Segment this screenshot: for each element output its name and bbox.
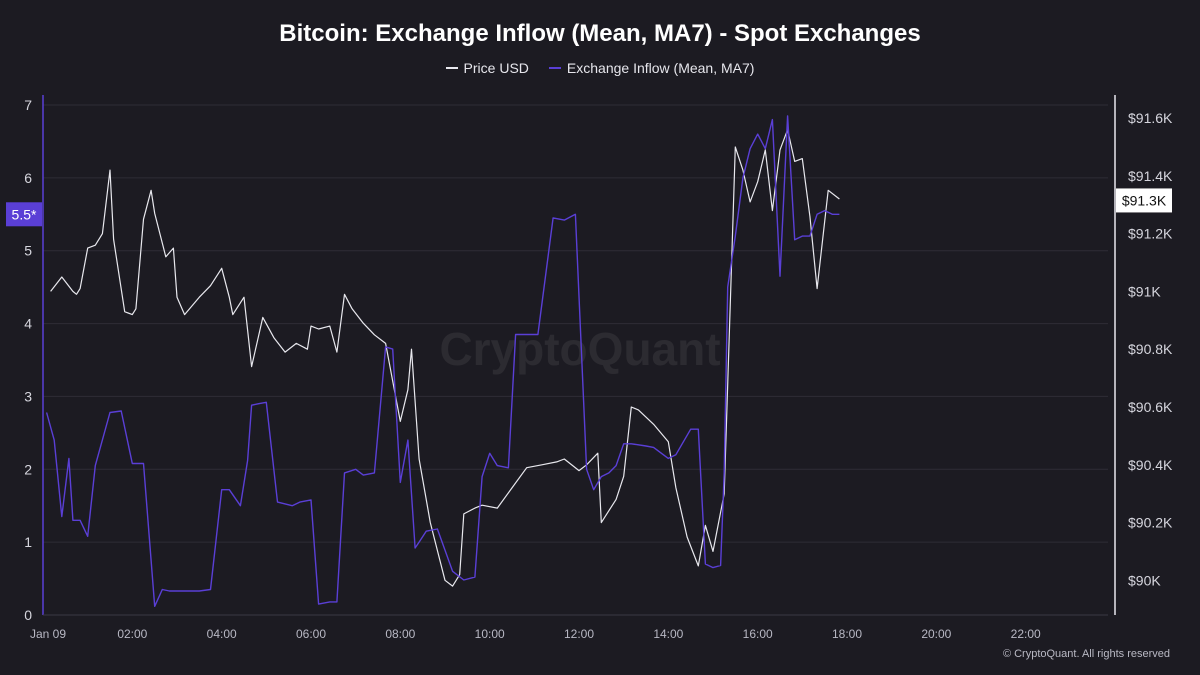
x-tick-label: Jan 09 bbox=[30, 627, 66, 641]
legend-item-inflow[interactable]: Exchange Inflow (Mean, MA7) bbox=[548, 60, 755, 76]
right-tick-label: $90K bbox=[1128, 572, 1161, 588]
x-tick-label: 22:00 bbox=[1011, 627, 1041, 641]
right-value-marker bbox=[1116, 188, 1172, 213]
right-value-marker-label: $91.3K bbox=[1122, 192, 1167, 208]
right-tick-label: $91.4K bbox=[1128, 168, 1173, 184]
x-tick-label: 18:00 bbox=[832, 627, 862, 641]
left-tick-label: 5 bbox=[24, 243, 32, 259]
x-tick-label: 06:00 bbox=[296, 627, 326, 641]
chart-title: Bitcoin: Exchange Inflow (Mean, MA7) - S… bbox=[279, 20, 921, 47]
x-tick-label: 08:00 bbox=[385, 627, 415, 641]
left-value-marker bbox=[6, 202, 42, 227]
x-tick-label: 04:00 bbox=[207, 627, 237, 641]
series-layer bbox=[45, 115, 840, 607]
left-tick-label: 7 bbox=[24, 97, 32, 113]
footer-copyright: © CryptoQuant. All rights reserved bbox=[1002, 648, 1170, 660]
left-tick-label: 6 bbox=[24, 170, 32, 186]
exchange-inflow-line bbox=[45, 115, 840, 607]
right-tick-label: $91.2K bbox=[1128, 226, 1173, 242]
right-tick-label: $90.6K bbox=[1128, 399, 1173, 415]
right-tick-label: $90.2K bbox=[1128, 515, 1173, 531]
right-tick-label: $91.6K bbox=[1128, 110, 1173, 126]
left-tick-label: 4 bbox=[24, 316, 32, 332]
left-value-marker-label: 5.5* bbox=[12, 206, 37, 222]
x-tick-label: 12:00 bbox=[564, 627, 594, 641]
right-tick-label: $90.8K bbox=[1128, 341, 1173, 357]
legend-label-price: Price USD bbox=[463, 60, 529, 76]
legend-item-price[interactable]: Price USD bbox=[445, 60, 529, 76]
grid-layer bbox=[43, 104, 1108, 616]
legend: Price USD Exchange Inflow (Mean, MA7) bbox=[0, 60, 1200, 76]
x-tick-label: 02:00 bbox=[117, 627, 147, 641]
price-usd-line bbox=[50, 129, 840, 587]
x-tick-label: 16:00 bbox=[743, 627, 773, 641]
legend-swatch-price bbox=[445, 67, 458, 69]
right-tick-label: $91K bbox=[1128, 283, 1161, 299]
axes-layer: 0 1 2 3 4 5 6 7 $90K $90.2K $90.4K $90.6K $90.8K $91K… bbox=[24, 95, 1173, 641]
left-tick-label: 0 bbox=[24, 607, 32, 623]
left-tick-label: 3 bbox=[24, 388, 32, 404]
right-tick-label: $90.4K bbox=[1128, 457, 1173, 473]
legend-label-inflow: Exchange Inflow (Mean, MA7) bbox=[566, 60, 755, 76]
x-tick-label: 14:00 bbox=[653, 627, 683, 641]
left-tick-label: 2 bbox=[24, 461, 32, 477]
x-tick-label: 20:00 bbox=[921, 627, 951, 641]
legend-swatch-inflow bbox=[548, 67, 561, 69]
left-tick-label: 1 bbox=[24, 534, 32, 550]
marker-layer: 5.5* $91.3K bbox=[6, 188, 1172, 227]
x-tick-label: 10:00 bbox=[475, 627, 505, 641]
